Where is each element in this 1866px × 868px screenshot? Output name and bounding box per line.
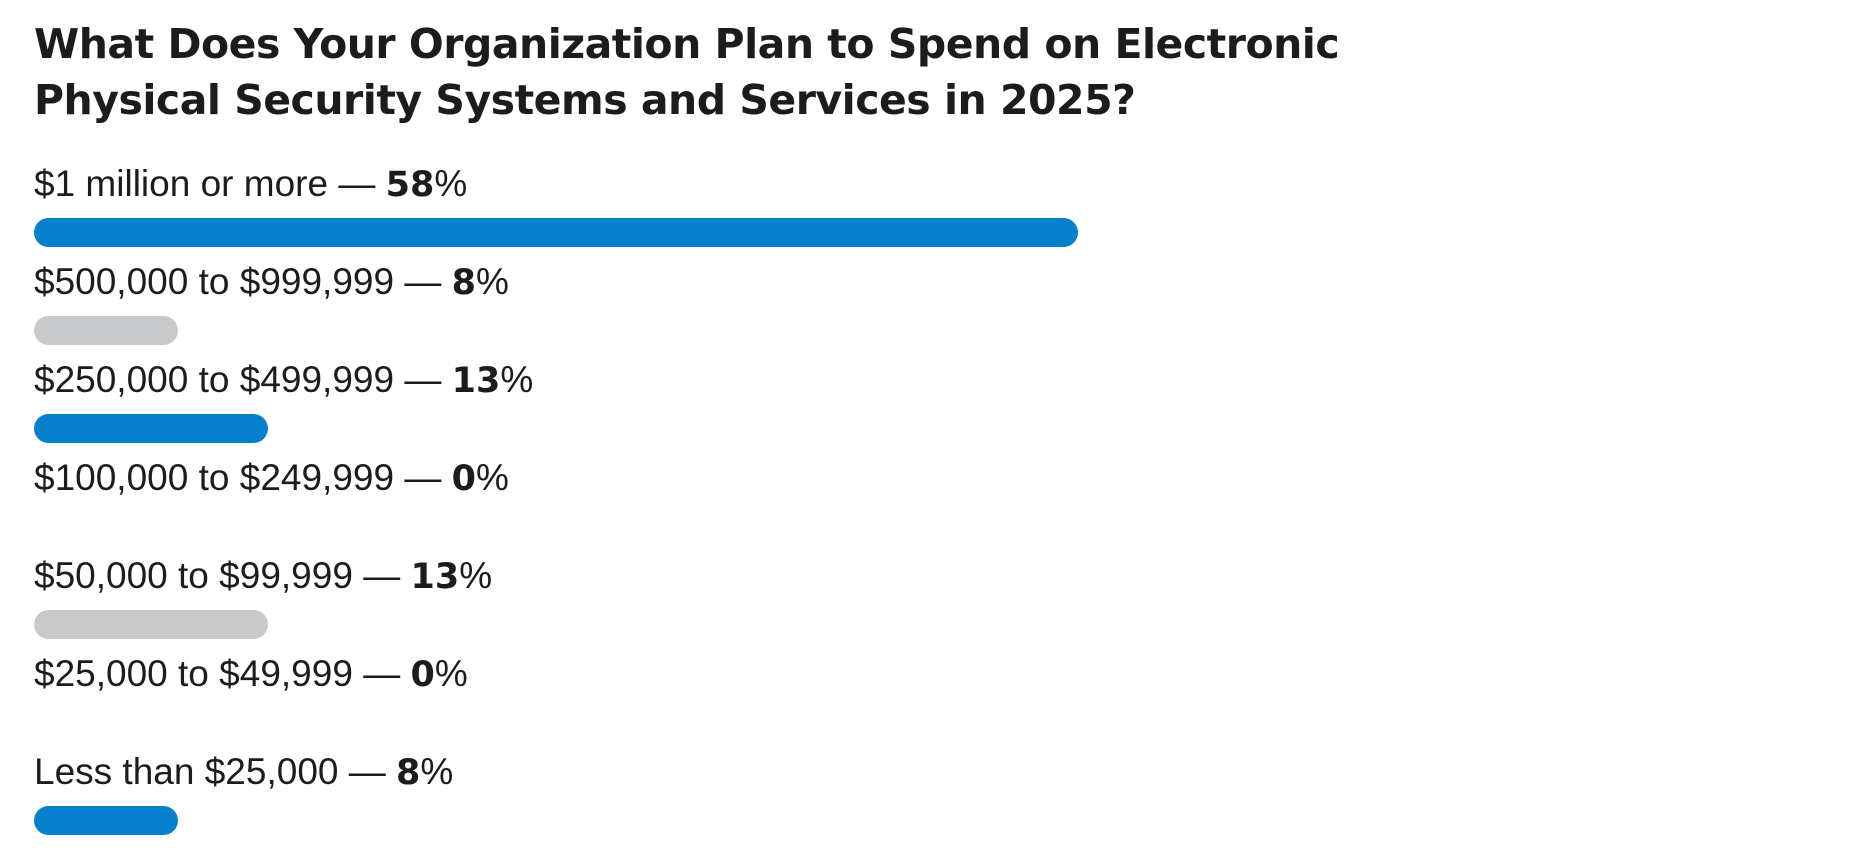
bar-label: $500,000 to $999,999 — 8% <box>34 261 509 304</box>
data-label: 13 <box>451 361 501 401</box>
bar-row: $50,000 to $99,999 — 13% <box>34 556 1434 654</box>
bar-row: $100,000 to $249,999 — 0% <box>34 458 1434 556</box>
unit-label: % <box>476 261 509 302</box>
unit-label: % <box>434 163 468 204</box>
bar-label: $100,000 to $249,999 — 0% <box>34 457 509 500</box>
bar <box>34 316 178 345</box>
label-separator: — <box>394 359 452 400</box>
category-label: $500,000 to $999,999 <box>34 261 395 302</box>
bar-row: $25,000 to $49,999 — 0% <box>34 654 1434 752</box>
bar-row: $1 million or more — 58% <box>34 164 1434 262</box>
bar-track <box>34 414 1078 443</box>
unit-label: % <box>476 457 509 498</box>
label-separator: — <box>352 555 411 596</box>
bar-rows: $1 million or more — 58% $500,000 to $999… <box>34 164 1434 850</box>
category-label: $1 million or more <box>34 163 329 204</box>
bar-row: Less than $25,000 — 8% <box>34 752 1434 850</box>
category-label: Less than $25,000 <box>34 751 339 792</box>
bar <box>34 218 1078 247</box>
data-label: 13 <box>410 557 460 597</box>
label-separator: — <box>338 751 397 792</box>
bar <box>34 414 268 443</box>
bar-label: $1 million or more — 58% <box>34 163 468 206</box>
bar <box>34 806 178 835</box>
bar-label: $25,000 to $49,999 — 0% <box>34 653 468 696</box>
category-label: $50,000 to $99,999 <box>34 555 353 596</box>
chart-title: What Does Your Organization Plan to Spen… <box>34 20 1340 124</box>
bar-label: Less than $25,000 — 8% <box>34 751 454 794</box>
label-separator: — <box>352 653 411 694</box>
bar-track <box>34 806 1078 835</box>
category-label: $250,000 to $499,999 <box>34 359 395 400</box>
data-label: 8 <box>396 753 421 793</box>
category-label: $25,000 to $49,999 <box>34 653 353 694</box>
bar-track <box>34 610 1078 639</box>
bar-label: $250,000 to $499,999 — 13% <box>34 359 534 402</box>
label-separator: — <box>328 163 386 204</box>
bar <box>34 610 268 639</box>
data-label: 0 <box>410 655 435 695</box>
bar-row: $500,000 to $999,999 — 8% <box>34 262 1434 360</box>
data-label: 0 <box>451 459 476 499</box>
category-label: $100,000 to $249,999 <box>34 457 395 498</box>
bar-row: $250,000 to $499,999 — 13% <box>34 360 1434 458</box>
data-label: 8 <box>451 263 476 303</box>
bar-label: $50,000 to $99,999 — 13% <box>34 555 493 598</box>
unit-label: % <box>420 751 454 792</box>
bar-track <box>34 218 1078 247</box>
unit-label: % <box>434 653 468 694</box>
chart: What Does Your Organization Plan to Spen… <box>34 16 1434 850</box>
label-separator: — <box>394 261 452 302</box>
data-label: 58 <box>385 165 435 205</box>
unit-label: % <box>459 555 493 596</box>
label-separator: — <box>394 457 452 498</box>
unit-label: % <box>500 359 534 400</box>
bar-track <box>34 316 1078 345</box>
